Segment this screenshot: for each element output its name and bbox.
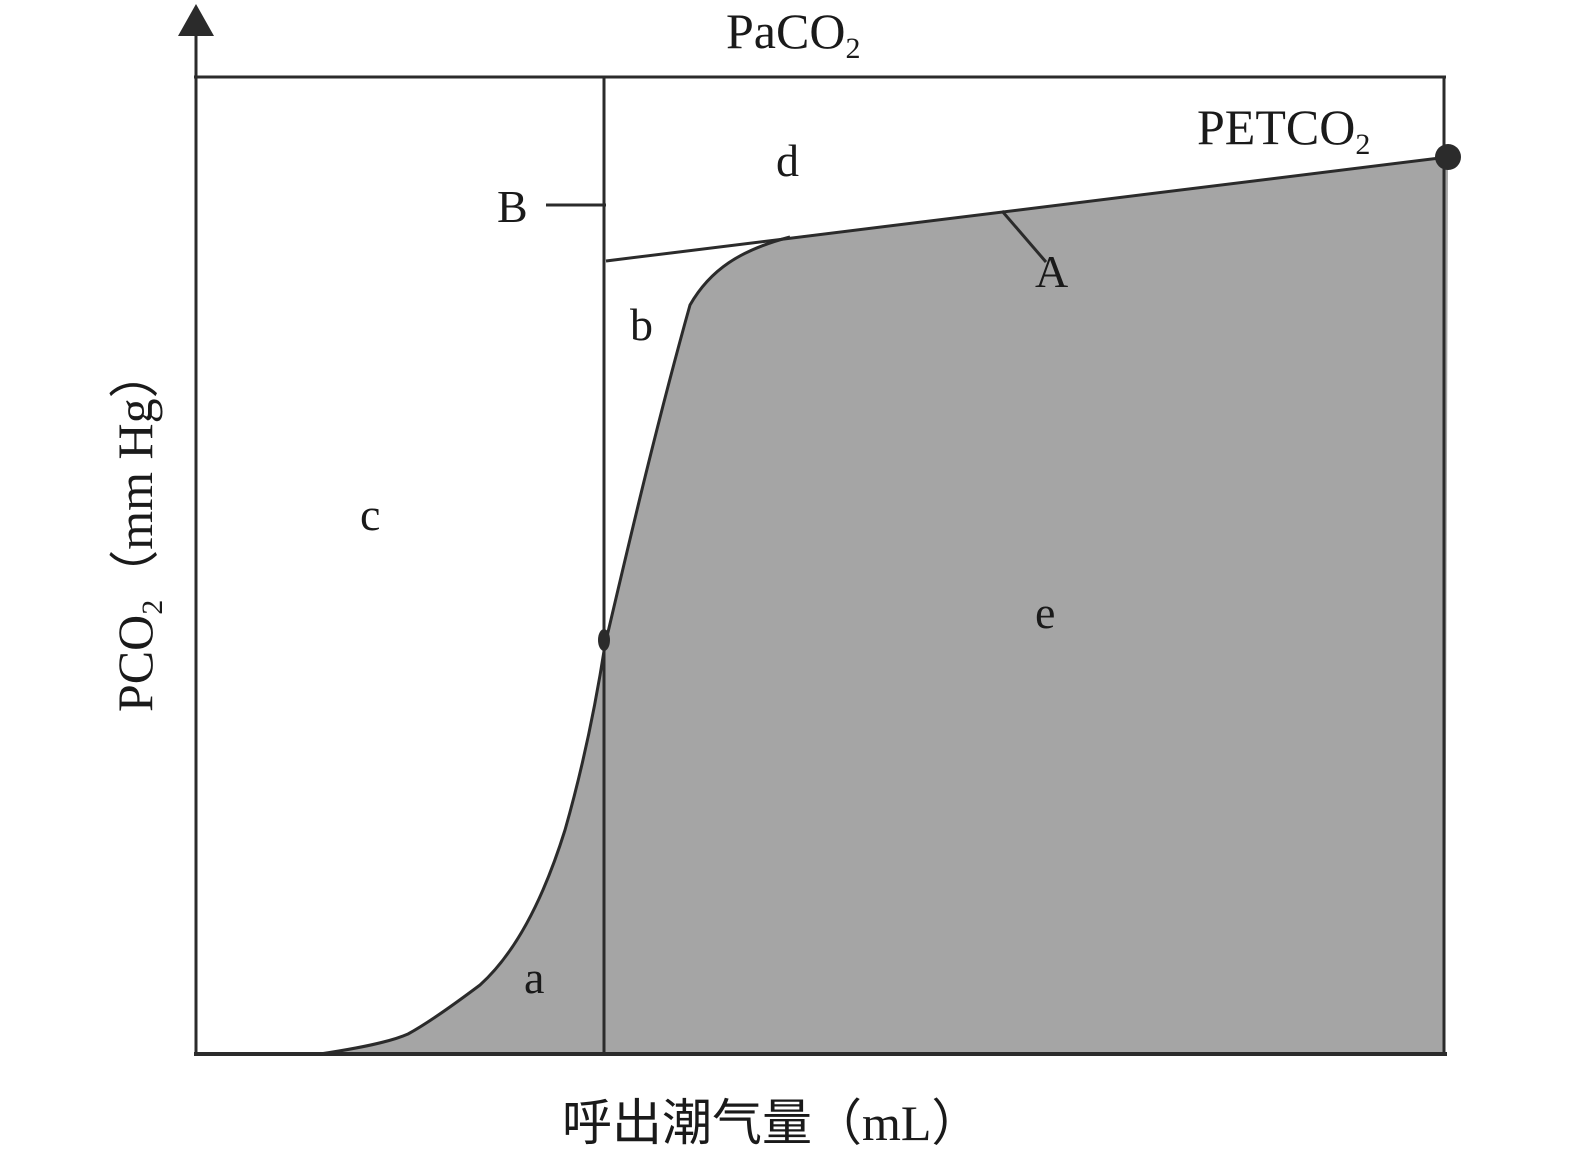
y-axis-label: PCO2（mm Hg） xyxy=(107,348,169,712)
region-a-label: a xyxy=(524,952,544,1003)
arrow-up-icon xyxy=(178,4,214,36)
marker-a-leader xyxy=(1000,210,1048,263)
region-e-label: e xyxy=(1035,587,1055,638)
marker-b-label: B xyxy=(497,181,528,232)
inflection-point-marker xyxy=(598,629,610,651)
region-d-label: d xyxy=(776,135,799,186)
petco2-label: PETCO2 xyxy=(1197,99,1370,161)
marker-a-label: A xyxy=(1035,246,1068,297)
shaded-area-e xyxy=(320,157,1448,1054)
paco2-label: PaCO2 xyxy=(726,3,860,65)
x-axis-label: 呼出潮气量（mL） xyxy=(562,1095,981,1151)
region-c-label: c xyxy=(360,489,380,540)
region-b-label: b xyxy=(630,299,653,350)
filled-circle-marker xyxy=(1435,144,1461,170)
co2-curve xyxy=(319,235,791,1056)
phase3-slope-line xyxy=(605,155,1449,263)
